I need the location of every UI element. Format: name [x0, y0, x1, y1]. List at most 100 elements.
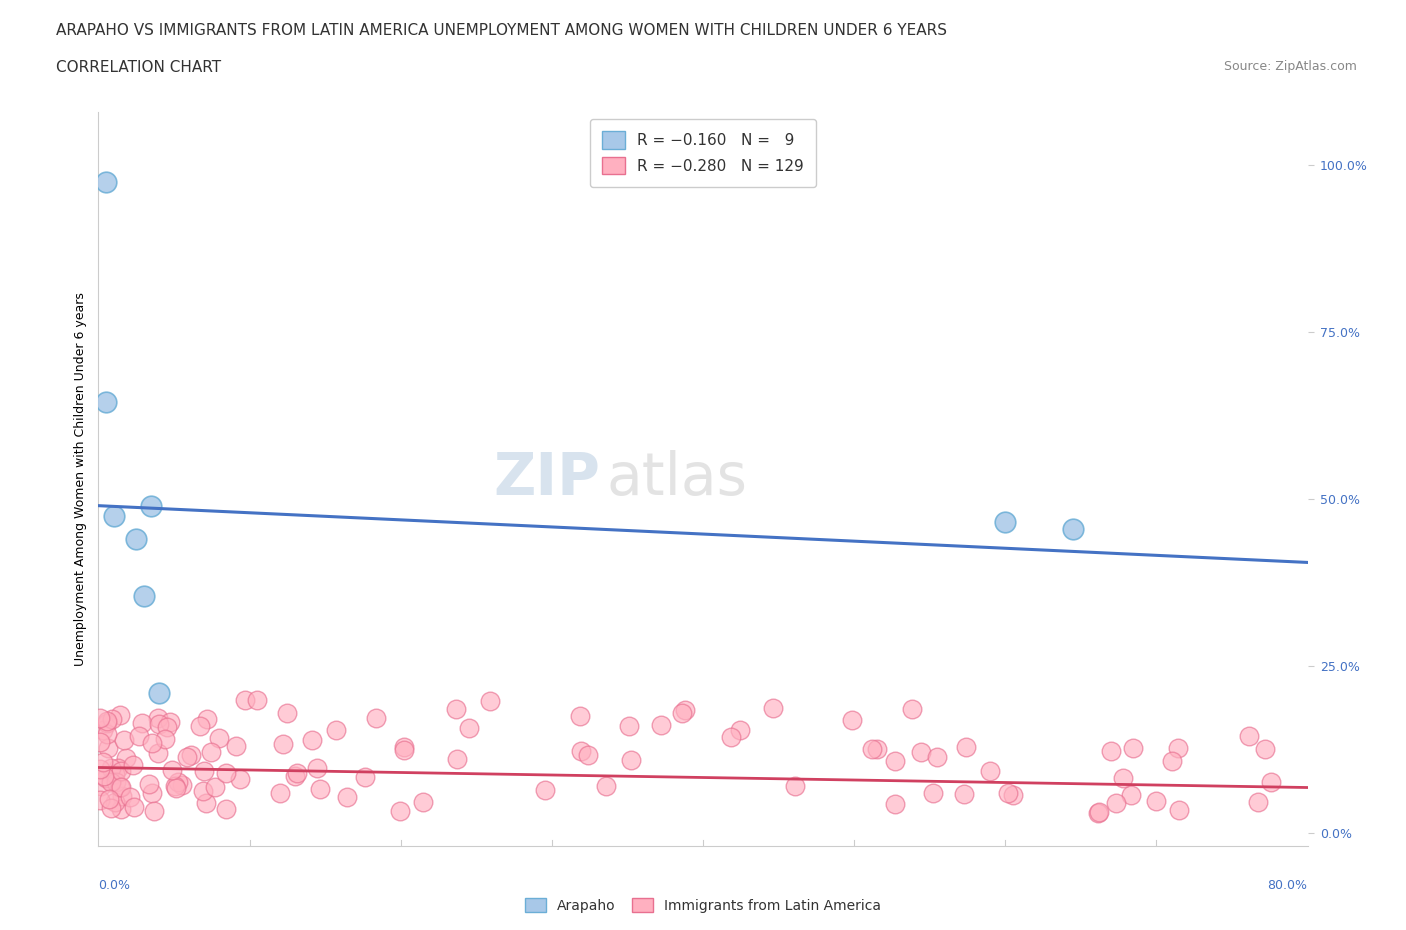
- Point: [569, 743, 592, 758]
- Point: [910, 744, 932, 759]
- Point: [101, 711, 124, 726]
- Point: [100, 761, 122, 776]
- Point: [353, 770, 375, 785]
- Point: [301, 733, 323, 748]
- Point: [1099, 743, 1122, 758]
- Point: [1122, 741, 1144, 756]
- Point: [141, 785, 163, 800]
- Point: [955, 739, 977, 754]
- Point: [866, 742, 889, 757]
- Point: [446, 752, 468, 767]
- Point: [1112, 771, 1135, 786]
- Point: [783, 778, 806, 793]
- Point: [94, 394, 117, 409]
- Point: [246, 693, 269, 708]
- Point: [141, 736, 163, 751]
- Point: [100, 801, 122, 816]
- Point: [91, 755, 114, 770]
- Point: [170, 777, 193, 792]
- Point: [269, 785, 291, 800]
- Point: [225, 738, 247, 753]
- Point: [122, 800, 145, 815]
- Point: [188, 719, 211, 734]
- Point: [229, 772, 252, 787]
- Point: [204, 779, 226, 794]
- Point: [90, 778, 112, 793]
- Point: [675, 702, 697, 717]
- Point: [595, 778, 617, 793]
- Point: [233, 692, 256, 707]
- Point: [148, 685, 170, 700]
- Point: [110, 802, 132, 817]
- Point: [215, 765, 238, 780]
- Point: [900, 701, 922, 716]
- Point: [1144, 793, 1167, 808]
- Point: [165, 780, 187, 795]
- Point: [138, 777, 160, 791]
- Point: [1239, 729, 1261, 744]
- Point: [107, 761, 129, 776]
- Point: [650, 718, 672, 733]
- Point: [112, 733, 135, 748]
- Point: [1160, 754, 1182, 769]
- Point: [156, 719, 179, 734]
- Y-axis label: Unemployment Among Women with Children Under 6 years: Unemployment Among Women with Children U…: [75, 292, 87, 666]
- Point: [287, 765, 309, 780]
- Point: [110, 764, 132, 778]
- Point: [884, 753, 907, 768]
- Point: [276, 706, 298, 721]
- Point: [148, 711, 170, 725]
- Point: [336, 790, 359, 804]
- Point: [142, 804, 165, 819]
- Point: [309, 781, 332, 796]
- Point: [1087, 805, 1109, 820]
- Point: [1121, 787, 1143, 802]
- Text: CORRELATION CHART: CORRELATION CHART: [56, 60, 221, 75]
- Point: [208, 731, 231, 746]
- Point: [98, 792, 121, 807]
- Point: [94, 174, 117, 189]
- Point: [953, 787, 976, 802]
- Point: [166, 774, 188, 789]
- Point: [103, 508, 125, 523]
- Point: [93, 769, 115, 784]
- Point: [193, 764, 215, 778]
- Text: atlas: atlas: [606, 450, 747, 508]
- Point: [979, 764, 1001, 778]
- Point: [132, 589, 155, 604]
- Point: [325, 723, 347, 737]
- Point: [1260, 775, 1282, 790]
- Point: [115, 751, 138, 765]
- Point: [108, 779, 131, 794]
- Point: [104, 795, 127, 810]
- Point: [89, 735, 111, 750]
- Point: [131, 716, 153, 731]
- Legend: R = −0.160   N =   9, R = −0.280   N = 129: R = −0.160 N = 9, R = −0.280 N = 129: [591, 119, 815, 187]
- Point: [97, 741, 120, 756]
- Point: [104, 767, 127, 782]
- Point: [883, 796, 905, 811]
- Point: [96, 713, 118, 728]
- Point: [180, 748, 202, 763]
- Point: [215, 802, 238, 817]
- Point: [89, 711, 111, 725]
- Point: [412, 794, 434, 809]
- Point: [122, 758, 145, 773]
- Point: [125, 532, 148, 547]
- Point: [110, 780, 132, 795]
- Point: [761, 700, 783, 715]
- Text: 80.0%: 80.0%: [1268, 880, 1308, 893]
- Point: [195, 795, 218, 810]
- Point: [1105, 795, 1128, 810]
- Point: [619, 718, 641, 733]
- Point: [195, 711, 218, 726]
- Point: [191, 784, 214, 799]
- Point: [165, 778, 187, 793]
- Point: [994, 515, 1017, 530]
- Text: 0.0%: 0.0%: [98, 880, 131, 893]
- Point: [271, 737, 294, 751]
- Point: [118, 790, 141, 804]
- Point: [284, 768, 307, 783]
- Point: [94, 770, 117, 785]
- Point: [366, 711, 388, 725]
